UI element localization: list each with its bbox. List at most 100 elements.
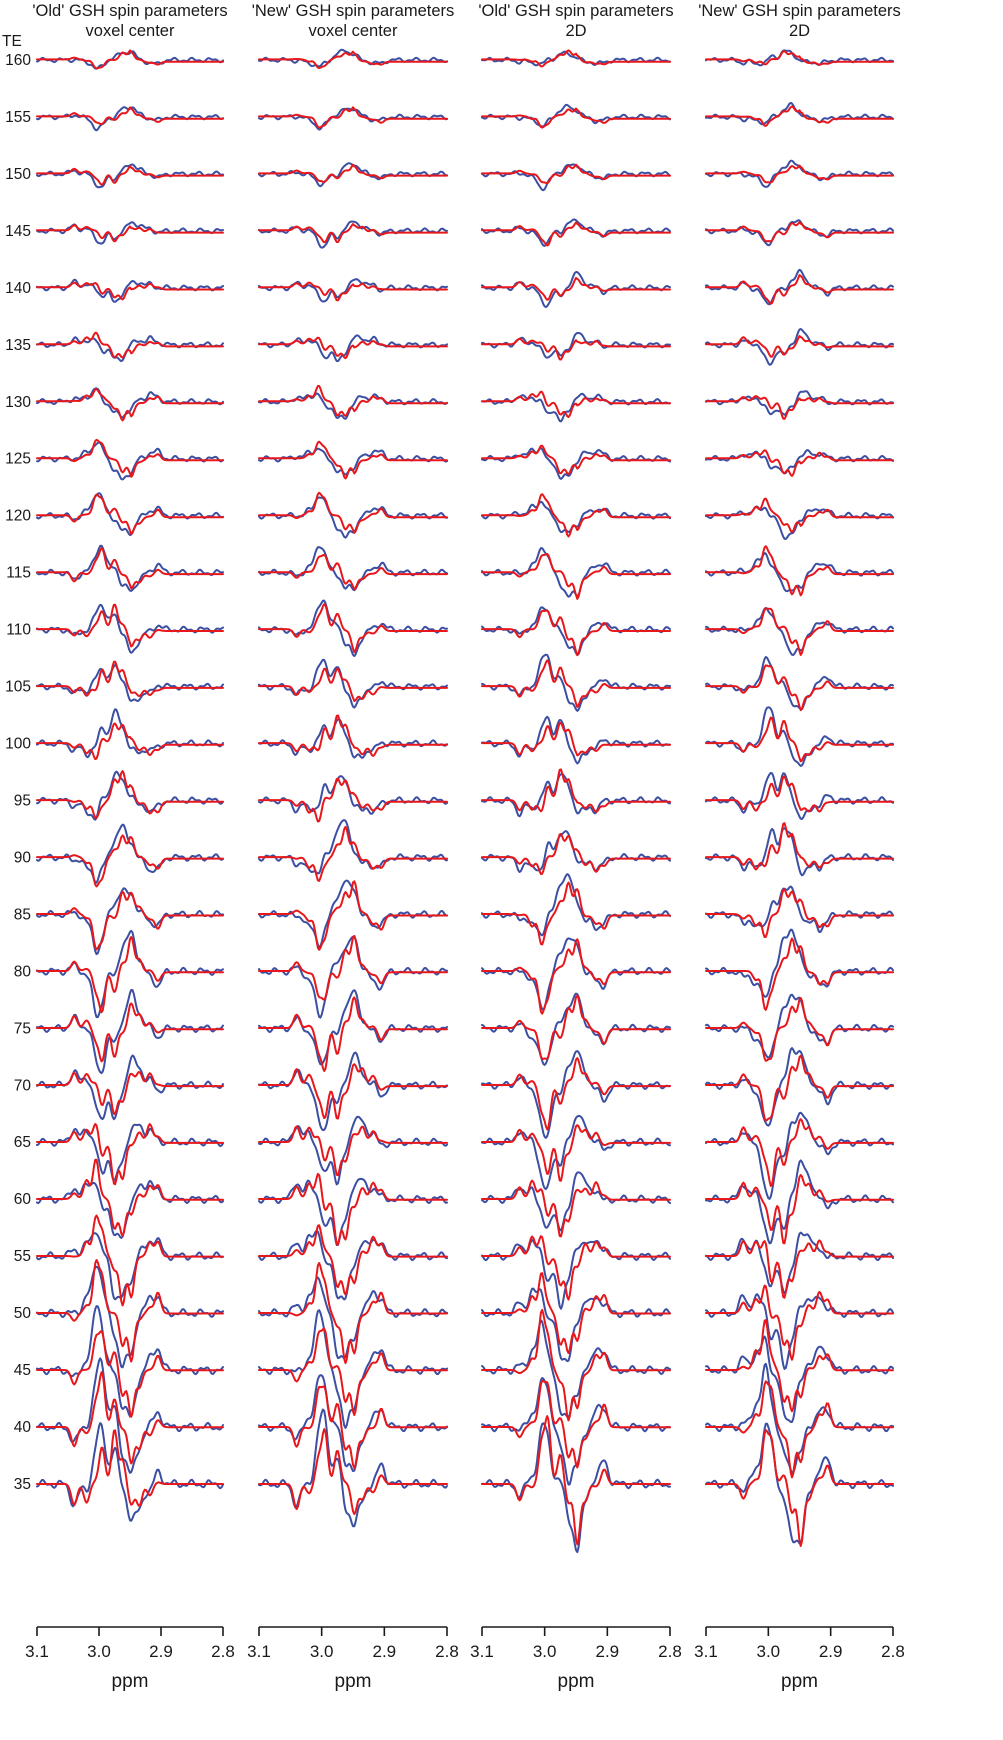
panel-2-traces	[258, 48, 448, 1528]
trace-red-p2-te135	[258, 336, 448, 360]
trace-blue-p4-te100	[705, 706, 894, 767]
te-label-155: 155	[5, 109, 31, 126]
panel-titles: 'Old' GSH spin parameters voxel center 'Ne…	[32, 2, 900, 40]
trace-red-p4-te110	[705, 607, 894, 656]
x-tick-label-2-2: 2.9	[373, 1642, 397, 1661]
trace-red-p4-te155	[705, 105, 894, 127]
te-label-150: 150	[5, 166, 31, 183]
trace-blue-p3-te150	[481, 163, 671, 192]
te-axis-label: TE	[2, 33, 22, 50]
trace-blue-p4-te70	[705, 1047, 894, 1127]
panel-4-subtitle: 2D	[789, 22, 810, 40]
x-axis-label-1: ppm	[112, 1671, 149, 1692]
te-label-145: 145	[5, 223, 31, 240]
trace-red-p4-te70	[705, 1054, 894, 1122]
trace-red-p1-te80	[36, 936, 224, 1014]
trace-red-p3-te135	[481, 337, 671, 361]
x-axis-label-3: ppm	[558, 1671, 595, 1692]
trace-red-p4-te55	[705, 1239, 894, 1299]
trace-blue-p4-te90	[705, 827, 894, 877]
trace-red-p4-te60	[705, 1174, 894, 1245]
trace-red-p3-te90	[481, 832, 671, 875]
trace-red-p1-te50	[36, 1259, 224, 1363]
x-axes: 3.1 3.0 2.9 2.8 ppm 3.1 3.0 2.9 2.8 ppm 3.1 3.0 2.9 2…	[25, 1626, 905, 1692]
trace-red-p4-te160	[705, 50, 894, 66]
trace-red-p3-te140	[481, 276, 671, 301]
trace-blue-p4-te80	[705, 928, 894, 998]
trace-red-p1-te70	[36, 1071, 224, 1116]
trace-blue-p4-te85	[705, 885, 894, 934]
trace-blue-p3-te95	[481, 773, 671, 818]
te-label-135: 135	[5, 337, 31, 354]
trace-red-p1-te140	[36, 281, 224, 301]
trace-blue-p3-te55	[481, 1239, 671, 1310]
trace-blue-p3-te85	[481, 873, 671, 937]
trace-red-p4-te120	[705, 497, 894, 534]
trace-blue-p3-te160	[481, 50, 671, 67]
trace-red-p3-te55	[481, 1235, 671, 1301]
te-label-65: 65	[14, 1134, 31, 1151]
panel-1-subtitle: voxel center	[86, 22, 175, 40]
trace-blue-p2-te65	[258, 1115, 448, 1186]
trace-blue-p4-te95	[705, 771, 894, 820]
trace-red-p3-te40	[481, 1379, 671, 1469]
te-label-160: 160	[5, 52, 31, 69]
trace-red-p1-te145	[36, 224, 224, 243]
trace-blue-p2-te105	[258, 658, 448, 709]
trace-red-p3-te130	[481, 390, 671, 418]
trace-blue-p3-te105	[481, 653, 671, 712]
trace-red-p1-te155	[36, 106, 224, 126]
panel-3-subtitle: 2D	[565, 22, 586, 40]
trace-red-p3-te150	[481, 163, 671, 185]
panel-1-title: 'Old' GSH spin parameters	[32, 2, 227, 20]
trace-blue-p3-te100	[481, 715, 671, 765]
trace-red-p3-te35	[481, 1415, 671, 1546]
trace-blue-p4-te155	[705, 101, 894, 126]
trace-red-p3-te120	[481, 493, 671, 538]
trace-red-p4-te65	[705, 1118, 894, 1187]
trace-blue-p2-te100	[258, 718, 448, 759]
trace-red-p1-te40	[36, 1371, 224, 1465]
trace-red-p4-te40	[705, 1380, 894, 1479]
trace-blue-p2-te55	[258, 1229, 448, 1301]
x-tick-label-1-2: 2.9	[149, 1642, 173, 1661]
trace-blue-p3-te60	[481, 1171, 671, 1232]
trace-red-p1-te100	[36, 722, 224, 761]
trace-red-p3-te110	[481, 609, 671, 657]
x-axis-label-4: ppm	[781, 1671, 818, 1692]
te-label-35: 35	[14, 1476, 31, 1493]
trace-red-p4-te90	[705, 822, 894, 871]
trace-red-p2-te40	[258, 1385, 448, 1470]
trace-red-p3-te115	[481, 553, 671, 600]
trace-blue-p1-te90	[36, 823, 224, 884]
x-tick-label-4-1: 3.0	[757, 1642, 781, 1661]
trace-blue-p4-te50	[705, 1293, 894, 1370]
trace-red-p3-te50	[481, 1272, 671, 1354]
trace-red-p2-te100	[258, 714, 448, 757]
te-label-70: 70	[14, 1077, 32, 1094]
trace-red-p4-te95	[705, 775, 894, 813]
te-label-80: 80	[14, 963, 32, 980]
trace-red-p2-te95	[258, 777, 448, 823]
te-label-50: 50	[14, 1305, 32, 1322]
x-tick-label-4-0: 3.1	[694, 1642, 718, 1661]
trace-blue-p2-te60	[258, 1177, 448, 1246]
trace-blue-p2-te135	[258, 334, 448, 363]
trace-blue-p3-te70	[481, 1050, 671, 1139]
trace-red-p3-te80	[481, 938, 671, 1015]
trace-red-p1-te60	[36, 1158, 224, 1237]
trace-red-p2-te90	[258, 825, 448, 882]
trace-blue-p2-te130	[258, 392, 448, 420]
trace-red-p4-te85	[705, 888, 894, 938]
te-label-105: 105	[5, 679, 31, 696]
te-label-90: 90	[14, 849, 32, 866]
trace-red-p1-te105	[36, 660, 224, 697]
trace-red-p1-te85	[36, 890, 224, 951]
panel-3-traces	[481, 49, 671, 1554]
trace-red-p2-te120	[258, 491, 448, 534]
trace-blue-p2-te40	[258, 1374, 448, 1473]
trace-blue-p1-te120	[36, 492, 224, 537]
x-tick-label-2-1: 3.0	[310, 1642, 334, 1661]
trace-blue-p1-te60	[36, 1179, 224, 1239]
trace-red-p2-te50	[258, 1262, 448, 1365]
